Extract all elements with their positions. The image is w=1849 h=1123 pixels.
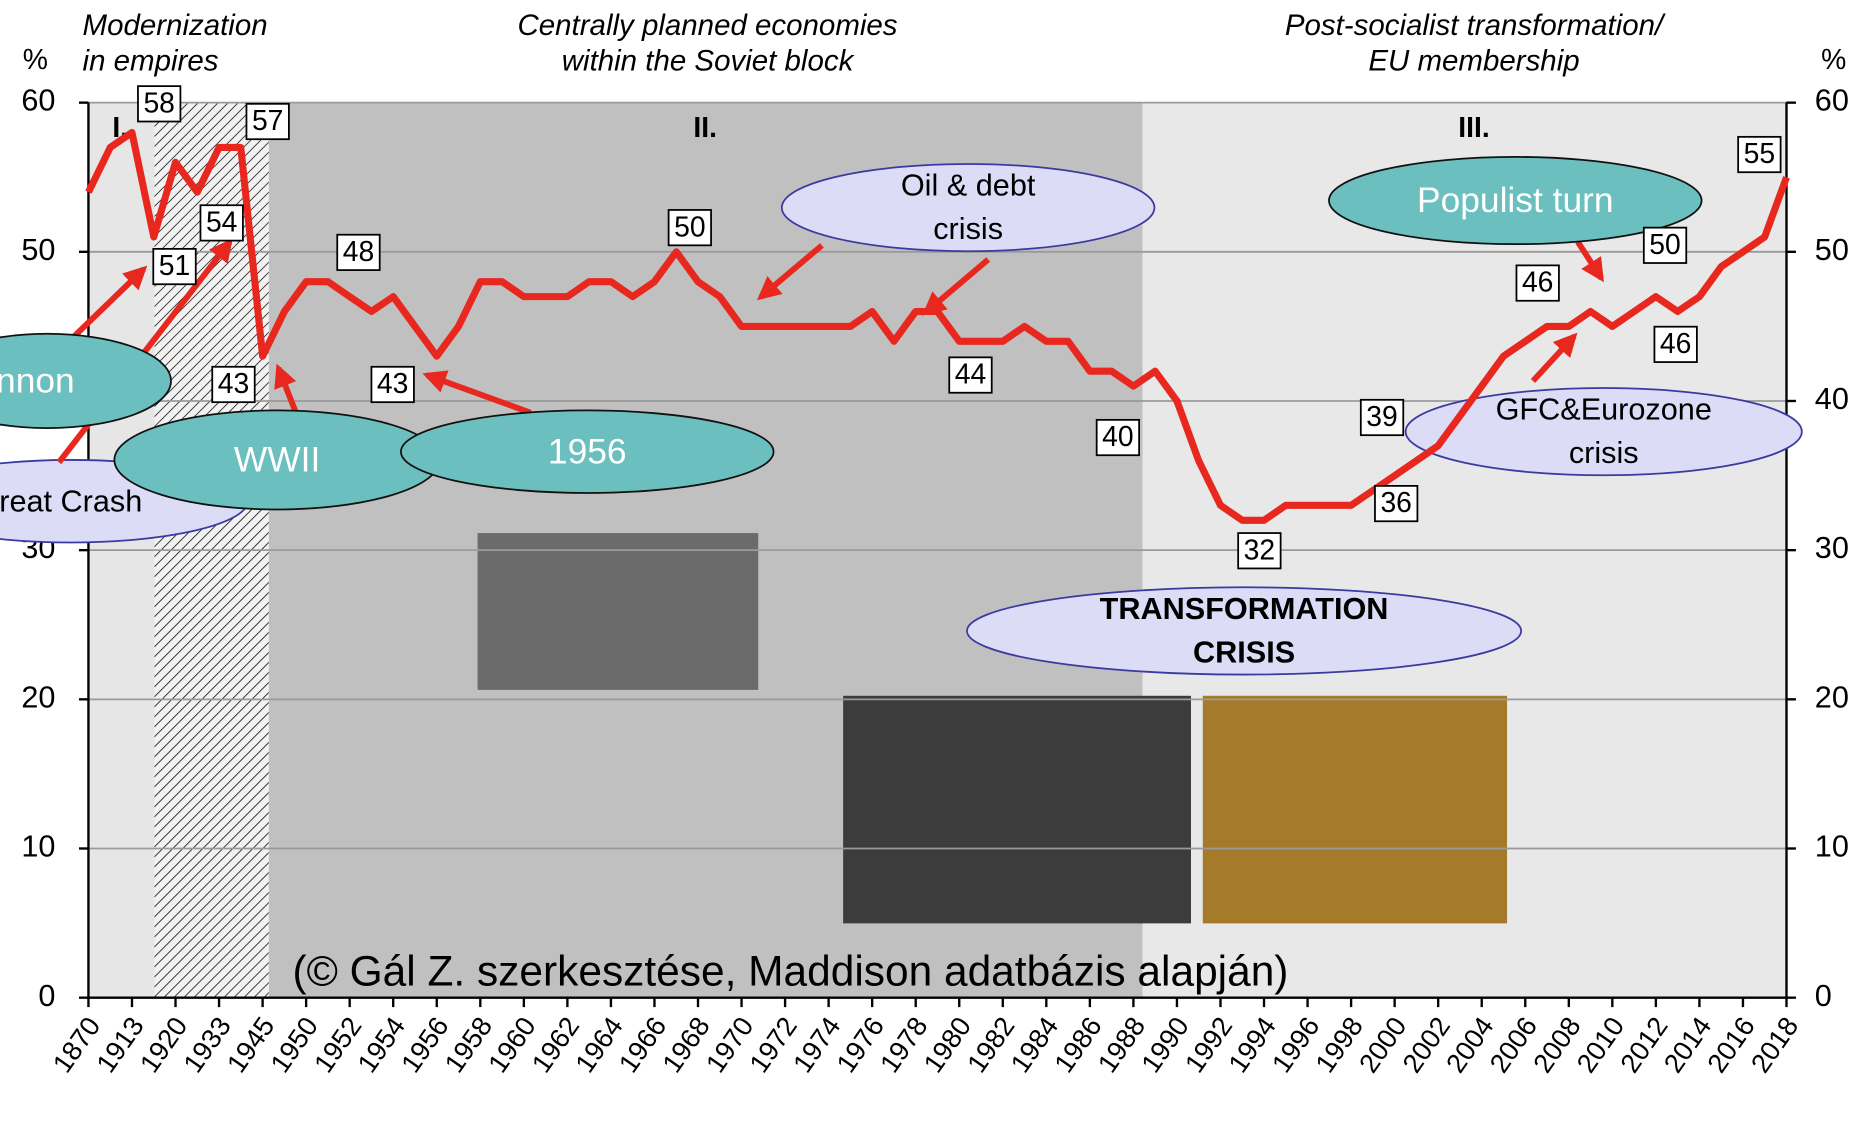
callout-text: WWII (234, 441, 320, 480)
credit: (© Gál Z. szerkesztése, Maddison adatbáz… (292, 947, 1288, 994)
y-tick-label: 60 (1815, 84, 1849, 118)
y-tick-label: 50 (21, 233, 55, 267)
y-tick-label: 30 (1815, 531, 1849, 565)
value-label: 46 (1660, 327, 1691, 359)
callout-text: reat Crash (0, 485, 142, 519)
y-tick-label: 60 (21, 84, 55, 118)
period-title: Centrally planned economies (518, 9, 898, 42)
period-title: EU membership (1368, 44, 1579, 77)
value-label: 54 (206, 206, 237, 238)
y-tick-label: 50 (1815, 233, 1849, 267)
callout-text: 1956 (548, 432, 627, 471)
value-label: 43 (218, 367, 249, 399)
y-tick-label: 10 (21, 830, 55, 864)
period-numeral: II. (693, 111, 717, 143)
callout-text: Populist turn (1417, 181, 1614, 220)
photo (1203, 696, 1507, 924)
value-label: 39 (1366, 400, 1397, 432)
period-title: within the Soviet block (562, 44, 855, 77)
value-label: 50 (674, 210, 705, 242)
y-tick-label: 0 (1815, 979, 1832, 1013)
value-label: 58 (143, 86, 174, 118)
value-label: 44 (955, 358, 986, 390)
value-label: 32 (1244, 533, 1275, 565)
page: {"chart_data": { "type": "line", "y_labe… (0, 0, 1849, 1123)
period-title: Modernization (83, 9, 268, 42)
value-label: 55 (1744, 137, 1775, 169)
value-label: 50 (1649, 228, 1680, 260)
period-title: in empires (83, 44, 219, 77)
value-label: 36 (1380, 486, 1411, 518)
value-label: 46 (1522, 266, 1553, 298)
value-label: 43 (377, 367, 408, 399)
photo (843, 696, 1191, 924)
y-tick-label: 0 (38, 979, 55, 1013)
value-label: 51 (159, 249, 190, 281)
y-tick-label: 10 (1815, 830, 1849, 864)
photo (478, 533, 759, 690)
value-label: 48 (343, 235, 374, 267)
period-numeral: III. (1458, 111, 1489, 143)
chart: 00101020203030404050506060%%Modernizatio… (0, 0, 1849, 1118)
period-title: Post-socialist transformation/ (1285, 9, 1666, 42)
value-label: 40 (1102, 420, 1133, 452)
y-tick-label: 20 (1815, 680, 1849, 714)
y-tick-label: 20 (21, 680, 55, 714)
value-label: 57 (252, 104, 283, 136)
y-axis-label: % (23, 43, 48, 75)
y-axis-label: % (1821, 43, 1846, 75)
y-tick-label: 40 (1815, 382, 1849, 416)
callout-text: nnon (0, 362, 75, 401)
